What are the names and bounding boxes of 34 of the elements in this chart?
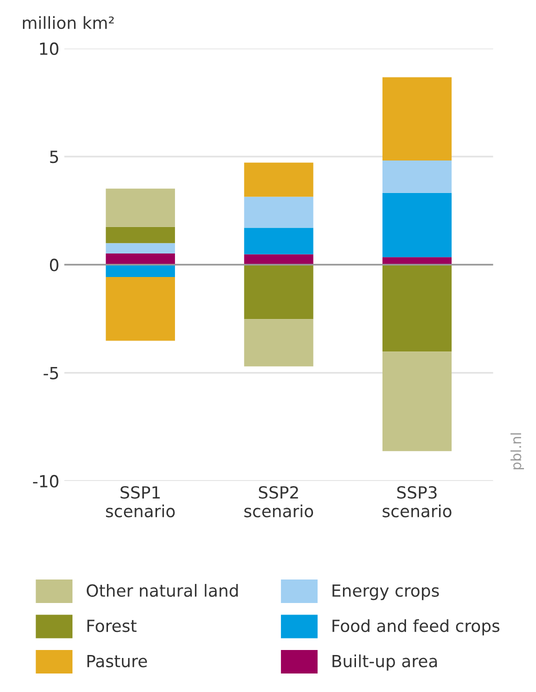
y-tick-label: 10 [40, 42, 58, 56]
y-tick-label: -5 [44, 366, 58, 380]
y-tick-label: -10 [33, 474, 58, 488]
legend-label: Forest [87, 620, 137, 632]
legend-label: Pasture [87, 654, 147, 668]
bar [244, 319, 314, 366]
y-axis-title: million km² [22, 16, 114, 30]
legend-label: Built-up area [332, 654, 437, 671]
bar [382, 257, 452, 265]
bar [244, 264, 314, 320]
bar [382, 264, 452, 352]
bar [106, 243, 175, 254]
bar [106, 226, 175, 244]
text: pbl.nl [510, 433, 524, 470]
bar [382, 352, 452, 452]
legend-label: Energy crops [332, 584, 439, 600]
x-tick-label: SSP3 scenario [382, 486, 452, 518]
legend-label: Other natural land [86, 584, 238, 597]
legend-label: Food and feed crops [332, 619, 500, 636]
x-tick-label: SSP1 scenario [106, 486, 175, 518]
y-tick-label: 5 [50, 150, 58, 164]
bar [382, 192, 452, 258]
bar [244, 228, 314, 254]
bar [382, 160, 452, 193]
x-tick-label: SSP2 scenario [244, 486, 314, 518]
y-tick-label: 0 [50, 258, 58, 272]
bar [244, 162, 314, 197]
bar [106, 277, 175, 341]
bar [106, 253, 175, 265]
bar [244, 196, 314, 228]
bar [106, 264, 175, 278]
bar [106, 188, 175, 227]
bar [382, 77, 452, 160]
bar [244, 254, 314, 265]
